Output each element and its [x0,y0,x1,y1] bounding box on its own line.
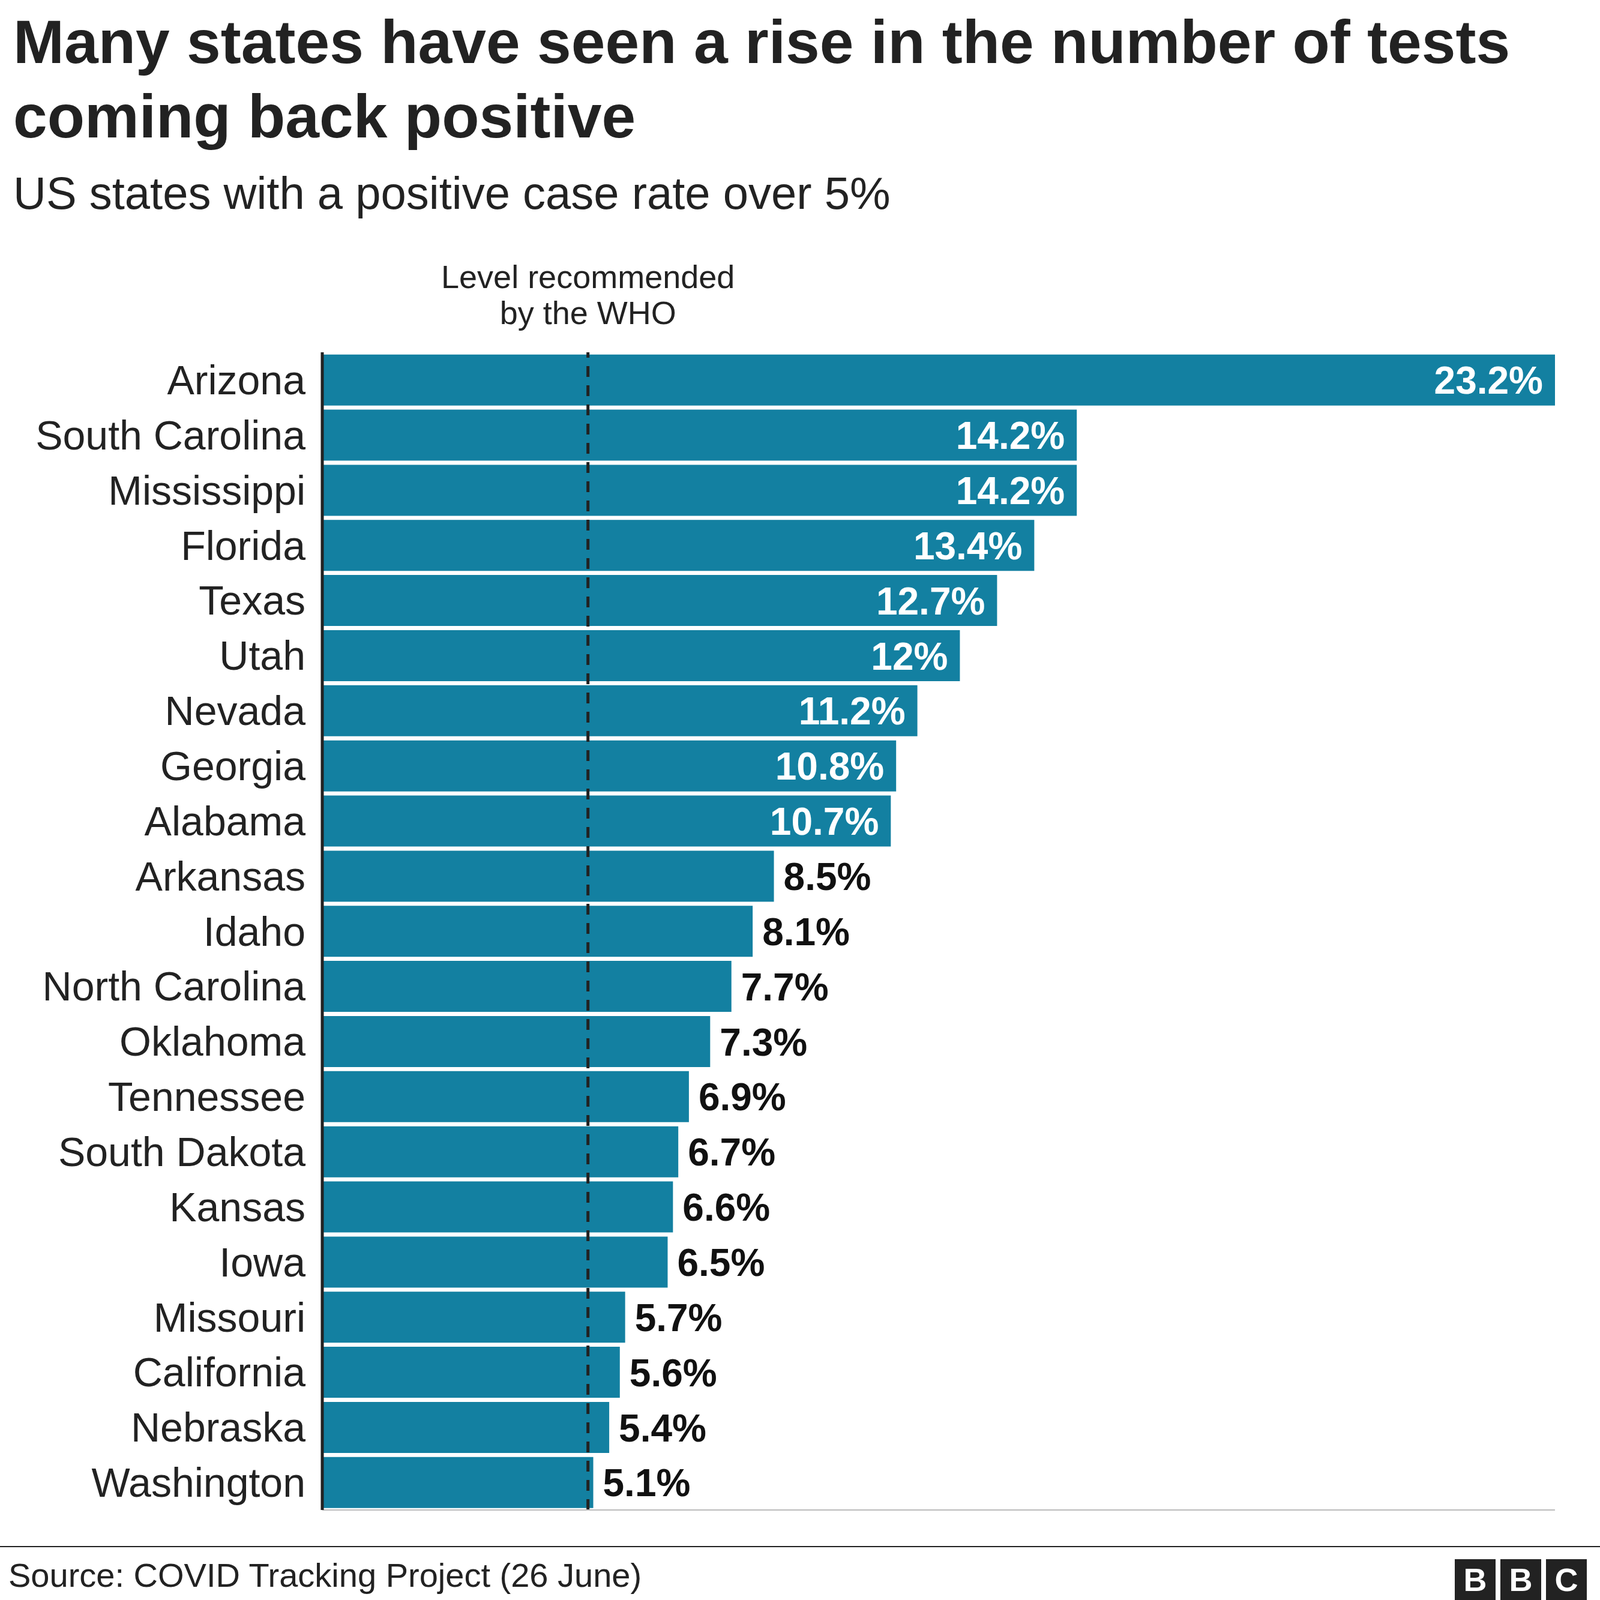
svg-text:12.7%: 12.7% [876,579,985,623]
svg-text:Alabama: Alabama [144,798,307,844]
html-text:B: B [1463,1561,1487,1598]
html-text:Many states have seen a rise i: Many states have seen a rise in the numb… [13,7,1511,151]
svg-text:Mississippi: Mississippi [108,467,306,514]
svg-text:Texas: Texas [198,577,306,623]
svg-text:Missouri: Missouri [153,1294,306,1341]
svg-text:Washington: Washington [91,1459,306,1506]
svg-text:North Carolina: North Carolina [42,963,307,1009]
svg-text:10.7%: 10.7% [769,800,879,844]
svg-text:5.6%: 5.6% [629,1351,718,1395]
html-text:C: C [1554,1561,1579,1598]
html-text:Source: COVID Tracking Project: Source: COVID Tracking Project (26 June) [8,1556,642,1594]
svg-text:5.4%: 5.4% [618,1406,707,1450]
svg-text:8.5%: 8.5% [783,855,872,899]
svg-text:6.5%: 6.5% [676,1241,765,1285]
svg-text:14.2%: 14.2% [956,414,1065,458]
svg-text:5.1%: 5.1% [603,1461,691,1505]
svg-text:Oklahoma: Oklahoma [119,1018,306,1065]
svg-text:Arizona: Arizona [166,357,306,403]
svg-text:Nebraska: Nebraska [130,1404,306,1450]
svg-text:Level recommendedby the WHO: Level recommendedby the WHO [441,264,735,331]
svg-text:8.1%: 8.1% [762,910,850,954]
svg-text:Arkansas: Arkansas [135,853,306,900]
svg-text:Nevada: Nevada [165,687,307,734]
svg-text:12%: 12% [870,634,948,679]
svg-text:South Carolina: South Carolina [35,412,306,458]
svg-text:Georgia: Georgia [160,742,306,789]
svg-text:Kansas: Kansas [169,1184,306,1230]
svg-text:11.2%: 11.2% [798,689,906,733]
svg-text:California: California [133,1349,306,1395]
svg-text:5.7%: 5.7% [634,1296,723,1340]
svg-text:7.3%: 7.3% [719,1020,808,1065]
svg-text:13.4%: 13.4% [913,524,1023,568]
html-text:B: B [1509,1561,1533,1598]
html-text:US states with a positive case: US states with a positive case rate over… [13,167,891,219]
svg-text:6.9%: 6.9% [698,1075,787,1119]
svg-text:Idaho: Idaho [203,908,306,955]
svg-text:10.8%: 10.8% [775,744,885,788]
svg-text:South Dakota: South Dakota [58,1128,306,1175]
svg-text:Florida: Florida [180,522,306,569]
svg-text:23.2%: 23.2% [1434,358,1543,403]
svg-text:Utah: Utah [219,632,306,679]
svg-text:7.7%: 7.7% [741,965,829,1009]
svg-text:14.2%: 14.2% [956,469,1065,513]
svg-text:Iowa: Iowa [219,1239,306,1285]
svg-text:6.7%: 6.7% [687,1130,776,1174]
svg-text:6.6%: 6.6% [682,1185,770,1230]
svg-text:Tennessee: Tennessee [108,1073,306,1120]
